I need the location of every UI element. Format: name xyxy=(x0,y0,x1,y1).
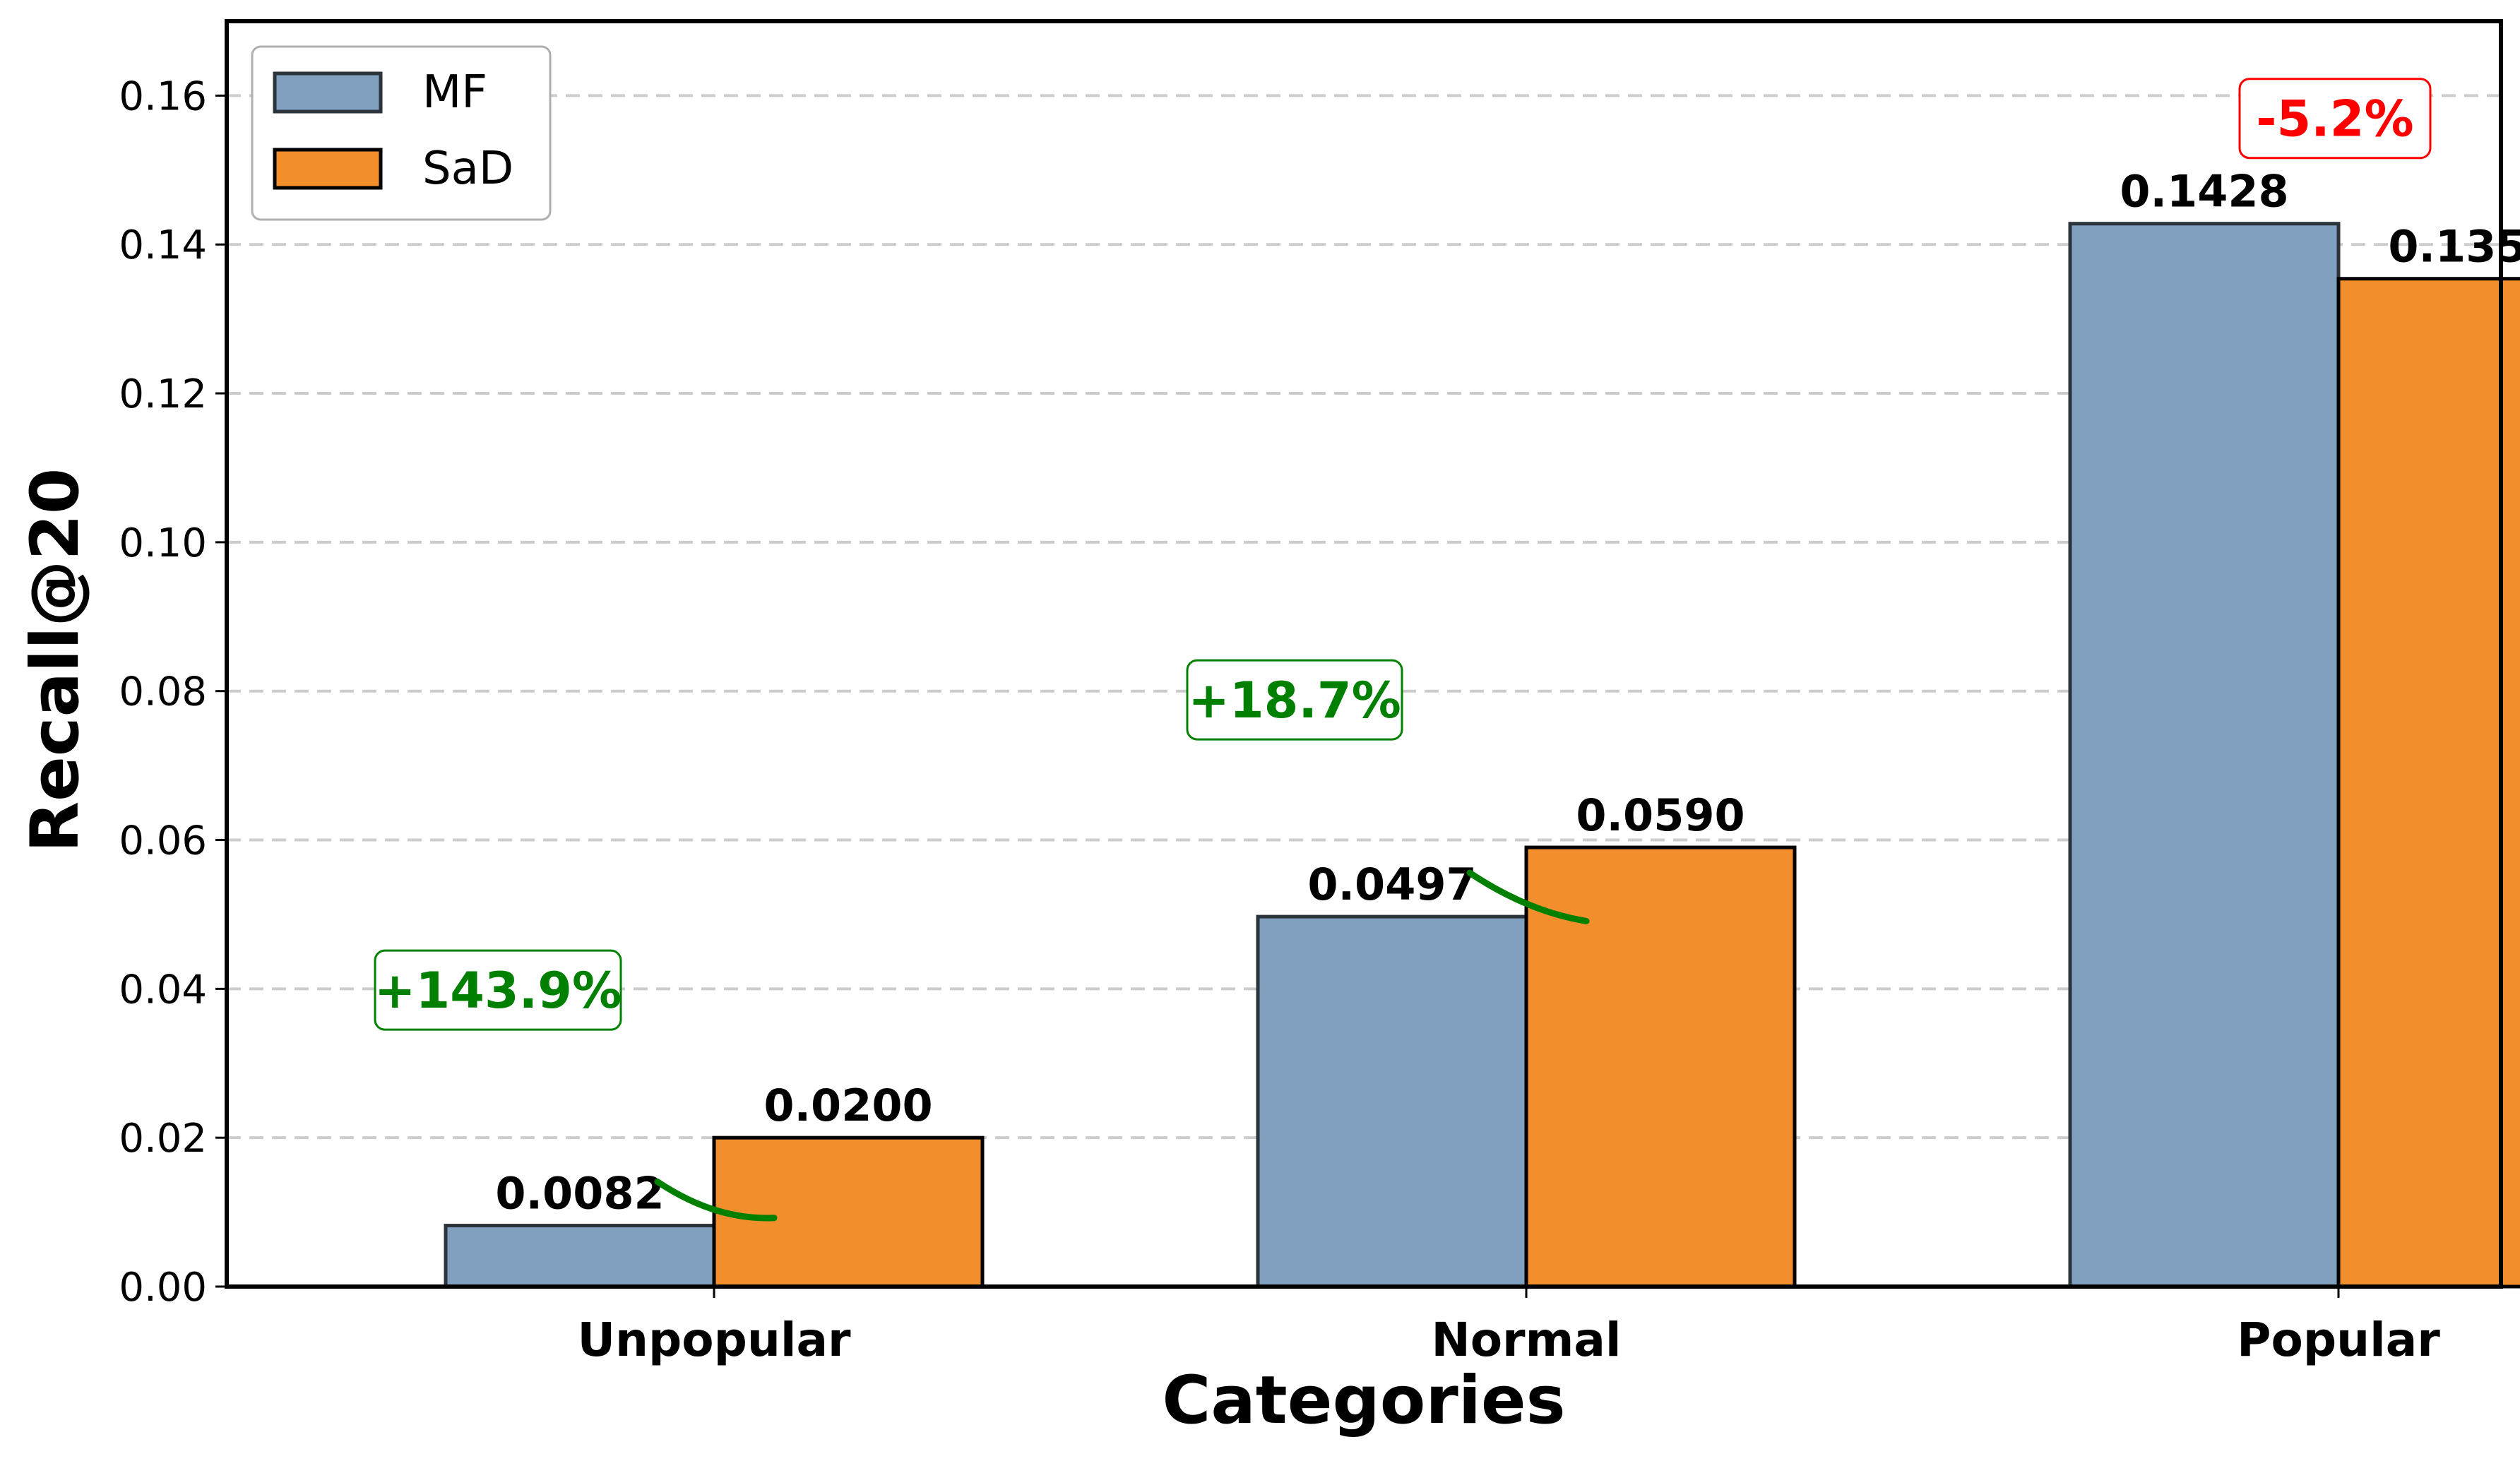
bar-sad-popular xyxy=(2336,277,2520,1289)
legend-swatch xyxy=(273,71,383,114)
change-label: +143.9% xyxy=(374,962,622,1020)
bar-mf-normal xyxy=(1256,914,1528,1289)
x-tick-label: Normal xyxy=(1431,1313,1621,1367)
x-tick-label: Unpopular xyxy=(577,1313,851,1367)
y-tick-label: 0.04 xyxy=(119,967,207,1013)
bar-sad-normal xyxy=(1524,845,1797,1289)
x-tick-label: Popular xyxy=(2237,1313,2440,1367)
y-tick-label: 0.16 xyxy=(119,73,207,119)
value-label: 0.0590 xyxy=(1576,789,1745,841)
bar-mf-unpopular xyxy=(444,1224,716,1289)
change-badge xyxy=(2238,78,2432,160)
bar-sad-unpopular xyxy=(712,1135,985,1289)
value-label: 0.1428 xyxy=(2120,166,2288,217)
y-tick-label: 0.00 xyxy=(119,1265,207,1311)
y-tick-label: 0.06 xyxy=(119,818,207,864)
value-label: 0.0082 xyxy=(495,1168,664,1220)
y-tick-label: 0.10 xyxy=(119,520,207,566)
legend-swatch xyxy=(273,148,383,190)
bars xyxy=(444,222,2520,1289)
plot-frame xyxy=(225,19,2503,1289)
y-tick-label: 0.02 xyxy=(119,1116,207,1162)
annotations: 0.0082 0.0497 0.1428 0.0200 0.0590 0.1354 +143… xyxy=(374,78,2520,1222)
change-label: -5.2% xyxy=(2256,90,2413,148)
change-badge xyxy=(1186,659,1403,741)
y-axis-title: Recall@20 xyxy=(17,468,94,853)
legend: MF SaD xyxy=(251,45,552,221)
change-label: +18.7% xyxy=(1188,672,1401,729)
legend-label: SaD xyxy=(422,143,513,195)
value-label: 0.0497 xyxy=(1307,859,1476,910)
legend-label: MF xyxy=(422,66,487,119)
y-tick-label: 0.08 xyxy=(119,669,207,715)
change-arrow xyxy=(654,1179,778,1222)
y-tick-label: 0.14 xyxy=(119,222,207,268)
change-arrow xyxy=(1466,869,1590,924)
axes: 0.00 0.02 0.04 0.06 0.08 0.10 0.12 0.14 0.16 Unpo… xyxy=(119,19,2503,1367)
bar-mf-popular xyxy=(2068,222,2341,1289)
y-tick-label: 0.12 xyxy=(119,371,207,417)
change-badge xyxy=(374,949,622,1031)
value-label: 0.0200 xyxy=(763,1080,932,1131)
x-axis-title: Categories xyxy=(1162,1362,1565,1439)
value-label: 0.1354 xyxy=(2388,221,2520,273)
